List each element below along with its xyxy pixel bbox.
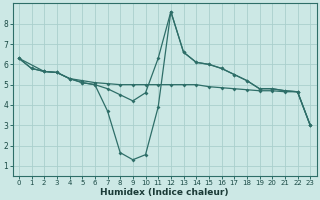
X-axis label: Humidex (Indice chaleur): Humidex (Indice chaleur) (100, 188, 229, 197)
